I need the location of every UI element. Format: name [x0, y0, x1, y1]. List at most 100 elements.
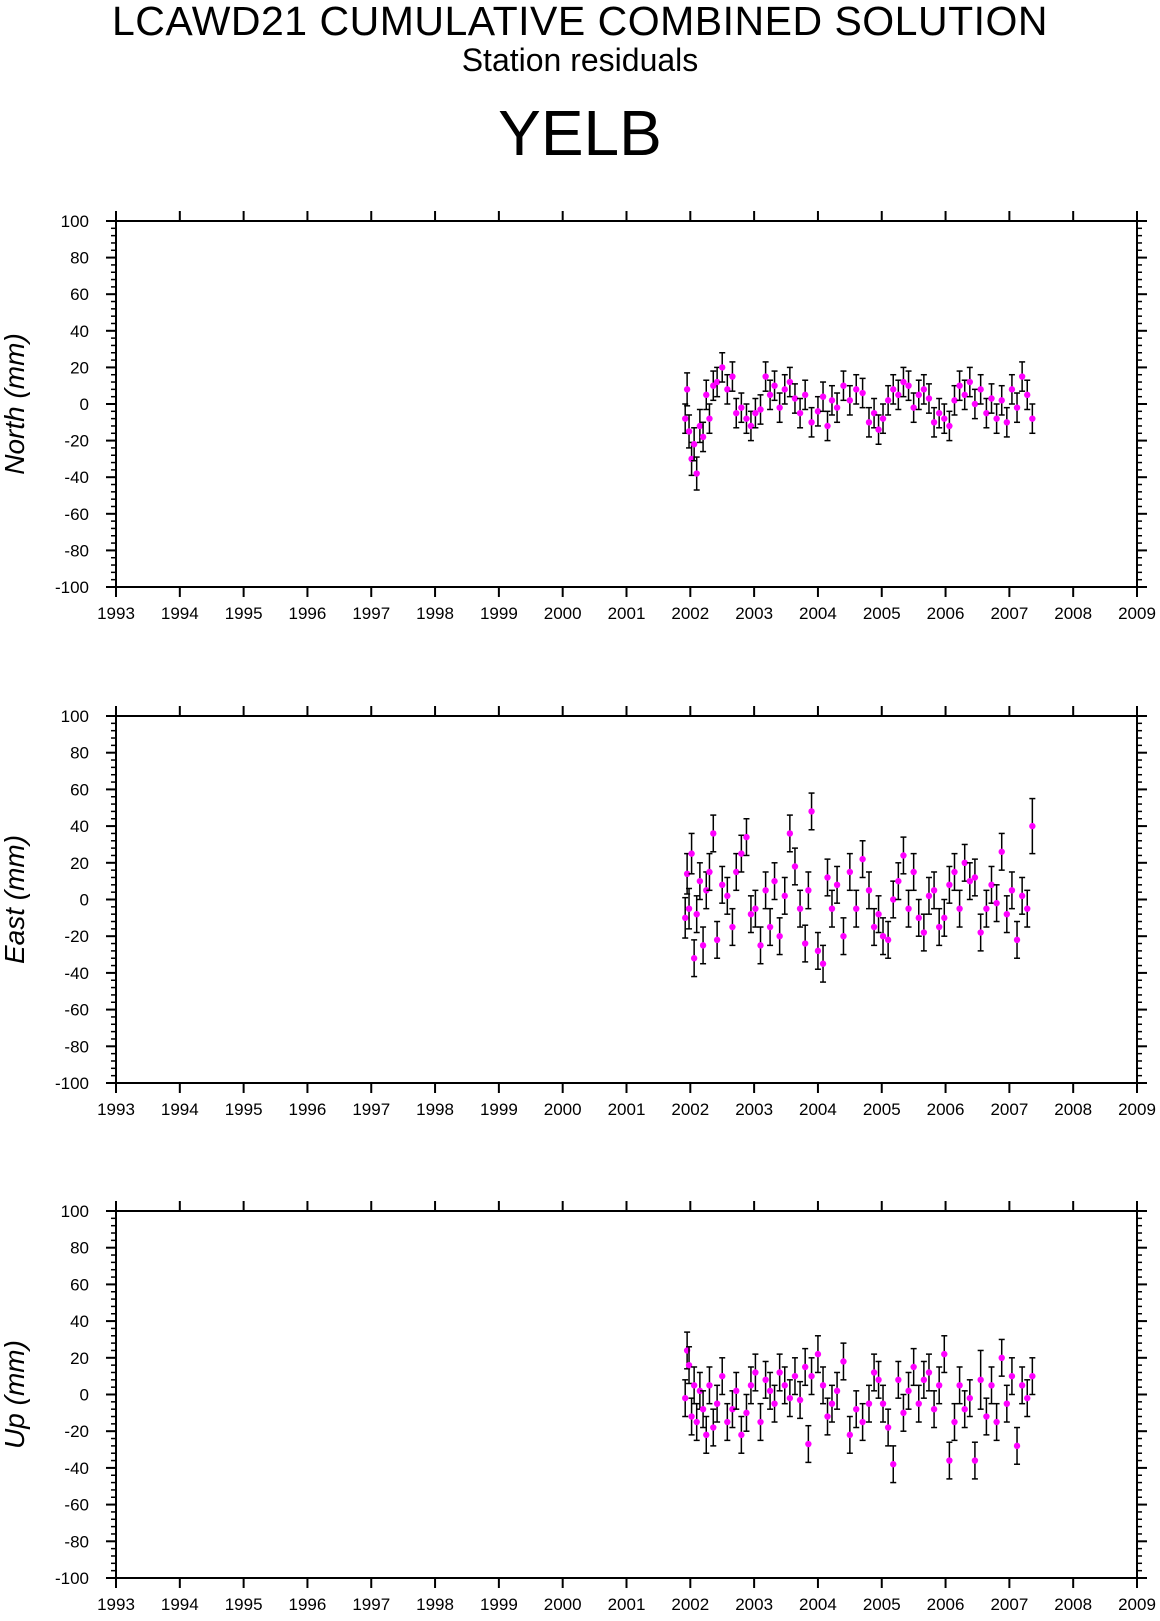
data-point	[757, 406, 764, 413]
data-point	[1029, 1372, 1036, 1380]
data-point	[1029, 415, 1036, 422]
data-point	[875, 1376, 882, 1384]
data-point	[900, 1409, 907, 1417]
data-point	[814, 947, 822, 955]
y-tick-label: -20	[64, 432, 89, 451]
data-point	[988, 1382, 995, 1389]
data-point	[946, 422, 953, 430]
data-point	[682, 1394, 689, 1402]
data-point	[833, 1387, 841, 1395]
y-tick-label: 40	[70, 1312, 89, 1331]
data-point	[956, 1382, 963, 1389]
x-tick-label: 1995	[225, 604, 263, 623]
data-point	[733, 409, 740, 417]
data-point	[805, 887, 812, 894]
data-point	[685, 428, 693, 435]
data-point	[781, 386, 788, 393]
data-point	[971, 1457, 979, 1464]
data-point	[729, 1405, 736, 1413]
x-tick-label: 1993	[97, 1100, 135, 1119]
x-tick-label: 2001	[608, 1100, 646, 1119]
data-point	[685, 905, 693, 912]
data-point	[966, 378, 974, 386]
data-point	[801, 940, 809, 947]
x-tick-label: 1994	[161, 1595, 199, 1614]
data-point	[814, 408, 822, 415]
data-point	[1018, 892, 1026, 900]
y-tick-label: 80	[70, 1239, 89, 1258]
plot-frame	[115, 1210, 1138, 1579]
data-point	[828, 1400, 836, 1407]
data-point	[713, 1400, 721, 1407]
data-point	[796, 905, 804, 912]
y-tick-label: 20	[70, 854, 89, 873]
y-tick-label: -80	[64, 1037, 89, 1056]
data-point	[693, 470, 700, 477]
chart-panel-2: 1993 1994 1995 1996 1997 1998 1999 2000 2001 2002…	[0, 706, 1156, 1119]
data-point	[920, 1376, 928, 1384]
data-point	[875, 426, 882, 433]
data-point	[747, 1382, 755, 1389]
data-point	[961, 859, 968, 866]
data-point	[884, 397, 892, 404]
data-point	[846, 1431, 854, 1439]
data-point	[951, 397, 958, 404]
data-point	[895, 877, 902, 885]
data-point	[905, 382, 912, 389]
data-point	[890, 1461, 897, 1468]
data-point	[884, 1424, 892, 1431]
data-point	[941, 415, 948, 422]
data-point	[776, 404, 783, 411]
data-point	[743, 415, 750, 422]
data-point	[688, 1413, 695, 1420]
data-point	[895, 391, 902, 399]
y-tick-label: 0	[80, 891, 89, 910]
y-axis-label: Up (mm)	[0, 1340, 30, 1449]
data-point	[696, 877, 704, 885]
data-point	[766, 923, 774, 931]
data-point	[752, 409, 759, 417]
data-point	[941, 914, 948, 922]
data-point	[828, 905, 836, 912]
data-point	[703, 391, 710, 399]
data-point	[951, 1418, 958, 1426]
data-point	[696, 1387, 704, 1395]
data-point	[905, 905, 912, 912]
data-point	[706, 868, 713, 876]
data-point	[833, 404, 841, 411]
data-point	[1013, 1442, 1021, 1450]
x-tick-label: 2009	[1118, 1595, 1156, 1614]
data-point	[1029, 822, 1036, 830]
chart-title: LCAWD21 CUMULATIVE COMBINED SOLUTION	[111, 0, 1049, 44]
x-tick-label: 2007	[990, 1595, 1028, 1614]
y-tick-label: 40	[70, 322, 89, 341]
data-point	[757, 1418, 764, 1426]
x-tick-label: 2004	[799, 604, 837, 623]
data-point	[1024, 1394, 1031, 1402]
data-point	[683, 870, 691, 878]
data-point	[920, 929, 928, 936]
data-point	[724, 892, 731, 900]
x-tick-label: 2006	[927, 1595, 965, 1614]
y-tick-label: -20	[64, 927, 89, 946]
data-point	[1024, 391, 1031, 399]
x-tick-label: 1999	[480, 1595, 518, 1614]
x-tick-label: 2002	[671, 1100, 709, 1119]
y-tick-label: -40	[64, 964, 89, 983]
x-tick-label: 1997	[352, 1100, 390, 1119]
data-point	[808, 1372, 815, 1380]
data-point	[771, 1400, 778, 1407]
chart-subtitle: Station residuals	[461, 42, 699, 78]
data-point	[915, 391, 922, 399]
data-point	[699, 942, 707, 949]
data-point	[925, 395, 933, 402]
y-tick-label: -40	[64, 468, 89, 487]
data-point	[840, 382, 847, 389]
data-point	[719, 364, 726, 371]
data-point	[910, 868, 917, 876]
data-point	[801, 1363, 809, 1371]
y-tick-label: 80	[70, 249, 89, 268]
x-tick-label: 2000	[544, 1100, 582, 1119]
y-axis-label: North (mm)	[0, 333, 30, 475]
